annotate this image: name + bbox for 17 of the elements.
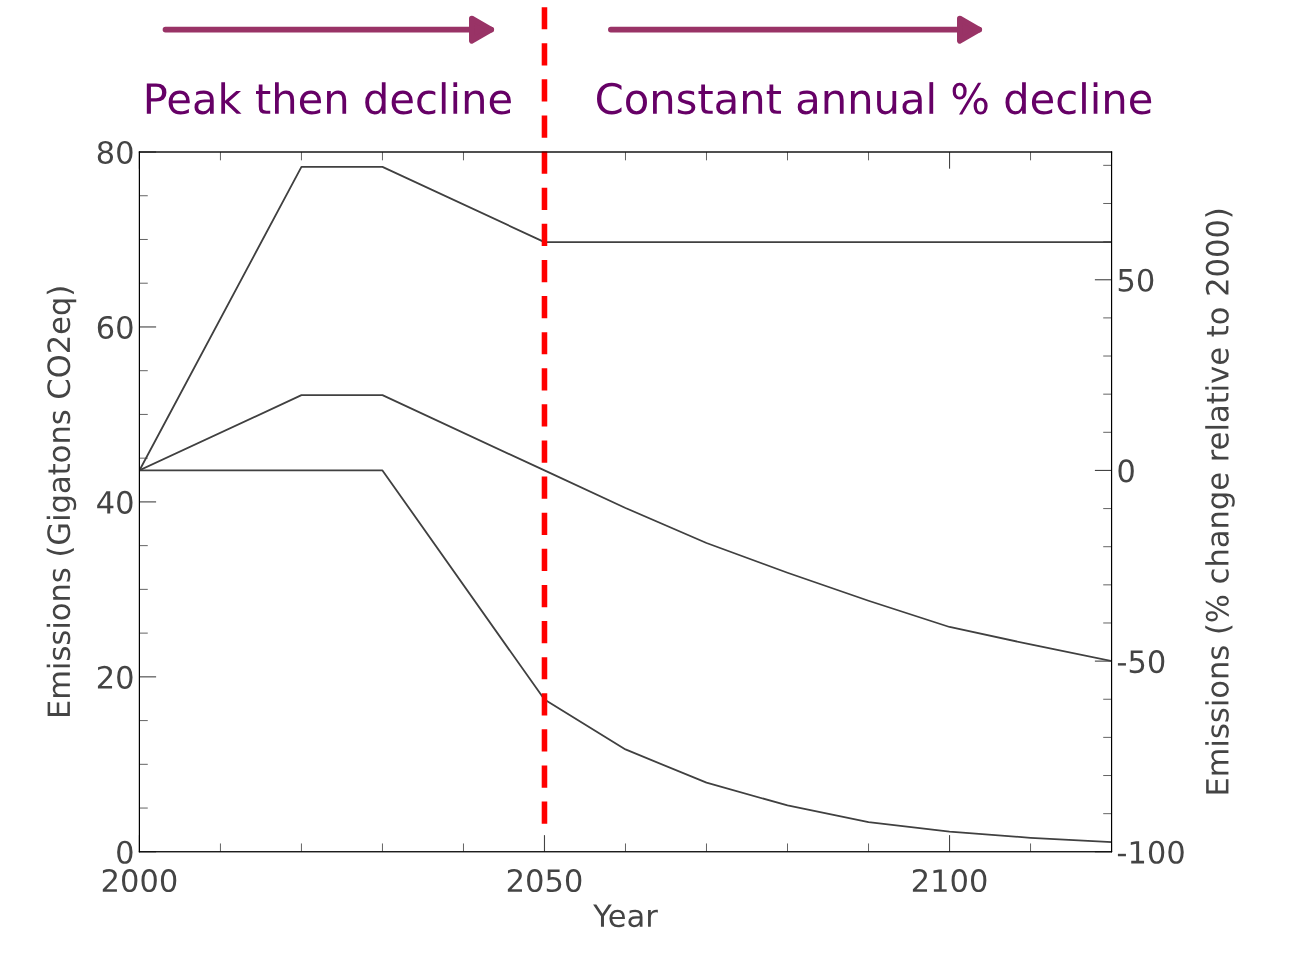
y-tick-label: 20 <box>97 665 133 689</box>
y2-axis-title: Emissions (% change relative to 2000) <box>1205 209 1235 794</box>
y2-tick-label: 0 <box>1118 459 1134 483</box>
text: Constant annual % decline <box>597 82 1152 115</box>
y-tick-label: 60 <box>97 315 133 339</box>
x-tick-label: 2100 <box>912 869 987 893</box>
y-tick-label: 0 <box>117 840 133 864</box>
y2-tick-label: -100 <box>1117 840 1184 864</box>
x-tick-label: 2050 <box>507 869 582 893</box>
x-tick-label: 2000 <box>102 869 177 893</box>
y2-tick-label: 50 <box>1118 268 1154 292</box>
y-tick-label: 80 <box>97 140 133 165</box>
x-axis-title: Year <box>593 904 658 928</box>
y-axis-title: Emissions (Gigatons CO2eq) <box>46 287 77 717</box>
y2-tick-label: -50 <box>1117 650 1165 674</box>
text: Peak then decline <box>146 82 511 115</box>
y-tick-label: 40 <box>97 490 133 514</box>
